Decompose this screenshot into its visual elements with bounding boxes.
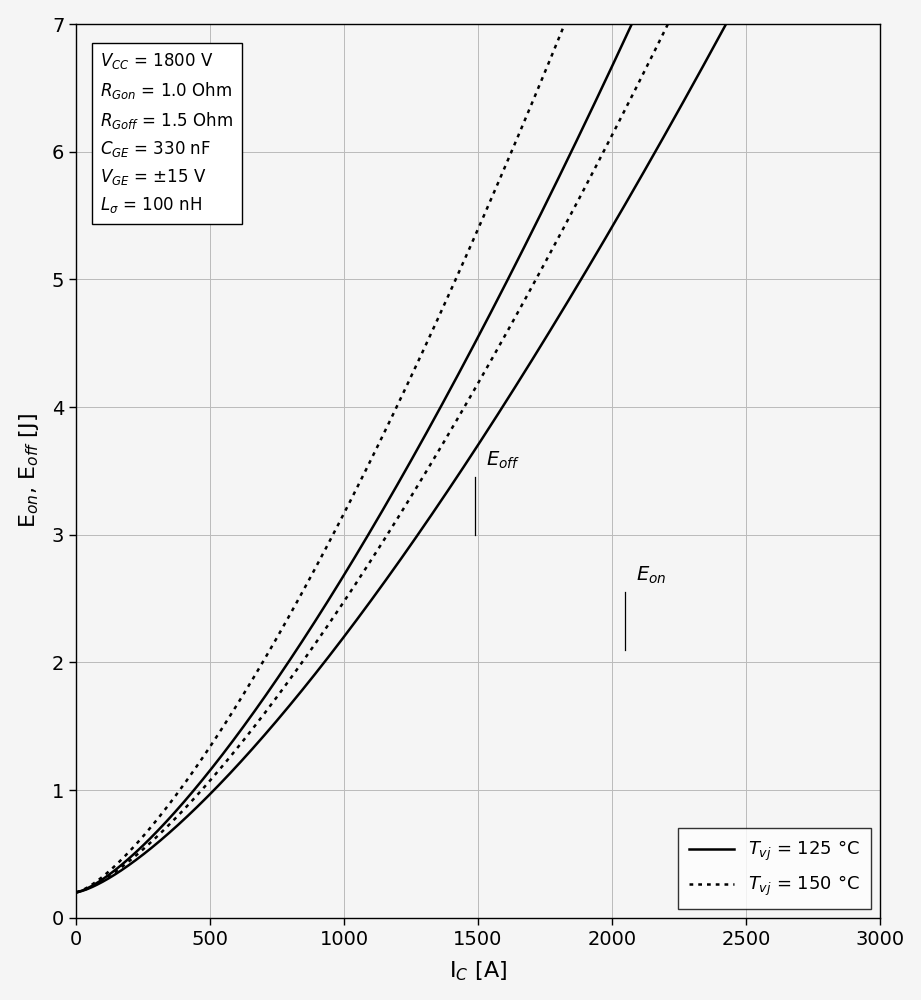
Text: $E_{on}$: $E_{on}$ bbox=[636, 565, 667, 586]
X-axis label: I$_{C}$ [A]: I$_{C}$ [A] bbox=[449, 960, 507, 983]
Text: $V_{CC}$ = 1800 V
$R_{Gon}$ = 1.0 Ohm
$R_{Goff}$ = 1.5 Ohm
$C_{GE}$ = 330 nF
$V_: $V_{CC}$ = 1800 V $R_{Gon}$ = 1.0 Ohm $R… bbox=[100, 51, 233, 215]
Text: $E_{off}$: $E_{off}$ bbox=[486, 450, 520, 471]
Legend: $T_{vj}$ = 125 °C, $T_{vj}$ = 150 °C: $T_{vj}$ = 125 °C, $T_{vj}$ = 150 °C bbox=[678, 828, 870, 909]
Y-axis label: E$_{on}$, E$_{off}$ [J]: E$_{on}$, E$_{off}$ [J] bbox=[17, 414, 41, 528]
